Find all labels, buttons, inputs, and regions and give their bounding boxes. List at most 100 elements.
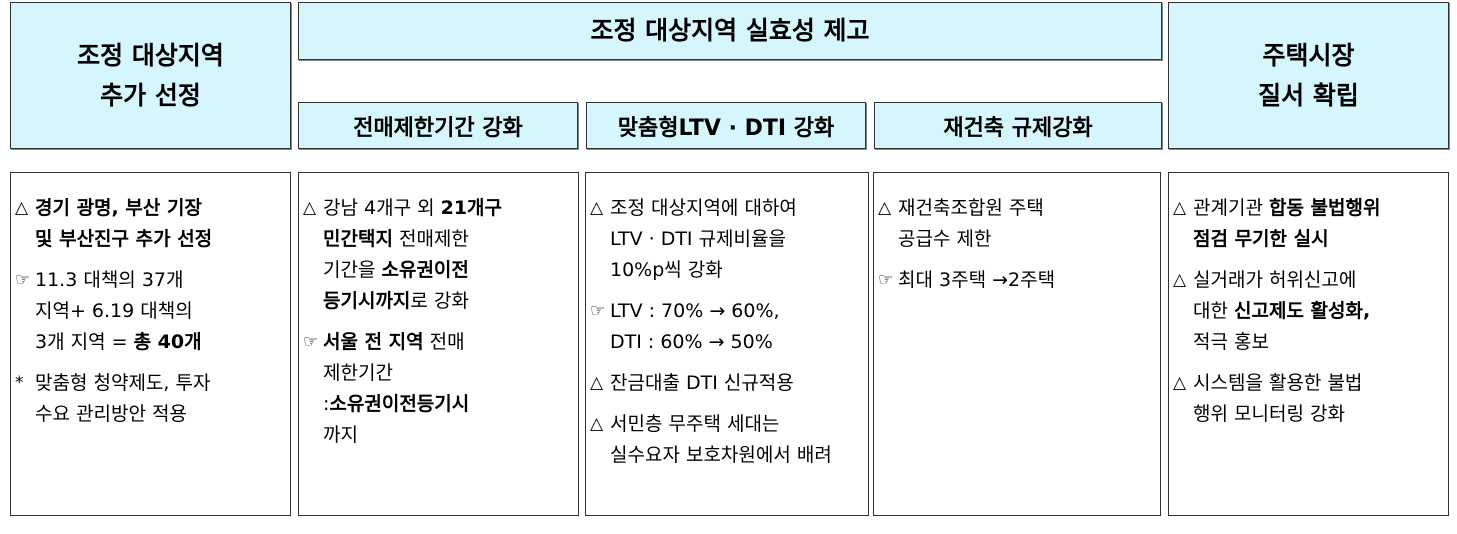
body-text: 3개 지역 = bbox=[35, 331, 134, 353]
body-text: 행위 모니터링 강화 bbox=[1193, 403, 1345, 425]
bullet-item: △ 잔금대출 DTI 신규적용 bbox=[590, 368, 864, 399]
text-line: 적극 홍보 bbox=[1193, 327, 1444, 358]
header-market-order: 주택시장 질서 확립 bbox=[1168, 2, 1449, 149]
bullet-item: ☞ LTV : 70% → 60%, DTI : 60% → 50% bbox=[590, 296, 864, 358]
body-text: 수요 관리방안 적용 bbox=[35, 403, 187, 425]
subheader-label: 전매제한기간 강화 bbox=[353, 115, 523, 141]
column-body-additional-designation: △ 경기 광명, 부산 기장 및 부산진구 추가 선정 ☞ 11.3 대책의 37개 지역… bbox=[10, 172, 291, 516]
emphasis-text: 소유권이전 bbox=[381, 259, 469, 281]
header-line: 질서 확립 bbox=[1258, 80, 1359, 110]
body-text: 공급수 제한 bbox=[898, 228, 992, 250]
text-line: 제한기간 bbox=[323, 358, 574, 389]
text-line: 실수요자 보호차원에서 배려 bbox=[610, 440, 864, 471]
triangle-bullet-icon: △ bbox=[1173, 198, 1187, 218]
triangle-bullet-icon: △ bbox=[590, 373, 604, 393]
text-line: 지역+ 6.19 대책의 bbox=[35, 296, 286, 327]
body-text: 서민층 무주택 세대는 bbox=[610, 413, 780, 435]
emphasis-text: 민간택지 bbox=[323, 228, 393, 250]
column-body-market-order: △ 관계기관 합동 불법행위 점검 무기한 실시 △ 실거래가 허위신고에 대한 신고제도… bbox=[1168, 172, 1449, 516]
body-text: 전매 bbox=[423, 331, 465, 353]
triangle-bullet-icon: △ bbox=[303, 198, 317, 218]
text-line: DTI : 60% → 50% bbox=[610, 327, 864, 358]
text-line: 수요 관리방안 적용 bbox=[35, 399, 286, 430]
body-text: 11.3 대책의 37개 bbox=[35, 269, 184, 291]
body-text: LTV : 70% → 60%, bbox=[610, 300, 780, 322]
subheader-resale-restriction: 전매제한기간 강화 bbox=[298, 102, 578, 149]
body-text: : bbox=[323, 393, 330, 415]
body-text: 관계기관 bbox=[1193, 197, 1269, 219]
pointing-hand-icon: ☞ bbox=[590, 301, 606, 321]
text-line: 점검 무기한 실시 bbox=[1193, 224, 1444, 255]
text-line: :소유권이전등기시 bbox=[323, 389, 574, 420]
text-line: 잔금대출 DTI 신규적용 bbox=[610, 368, 864, 399]
emphasis-text: 및 부산진구 추가 선정 bbox=[35, 228, 213, 250]
pointing-hand-icon: ☞ bbox=[15, 270, 31, 290]
text-line: 서민층 무주택 세대는 bbox=[610, 409, 864, 440]
emphasis-text: 경기 광명, 부산 기장 bbox=[35, 197, 202, 219]
bullet-item: △ 관계기관 합동 불법행위 점검 무기한 실시 bbox=[1173, 193, 1444, 255]
triangle-bullet-icon: △ bbox=[1173, 373, 1187, 393]
emphasis-text: 서울 전 지역 bbox=[323, 331, 424, 353]
header-banner-effectiveness: 조정 대상지역 실효성 제고 bbox=[298, 2, 1162, 60]
body-text: 로 강화 bbox=[410, 290, 469, 312]
column-body-resale-restriction: △ 강남 4개구 외 21개구 민간택지 전매제한 기간을 소유권이전 등기시까지로 강… bbox=[298, 172, 579, 516]
subheader-label: 재건축 규제강화 bbox=[943, 115, 1093, 141]
body-text: 실거래가 허위신고에 bbox=[1193, 269, 1357, 291]
text-line: 3개 지역 = 총 40개 bbox=[35, 327, 286, 358]
text-line: 대한 신고제도 활성화, bbox=[1193, 296, 1444, 327]
text-line: LTV · DTI 규제비율을 bbox=[610, 224, 864, 255]
text-line: 10%p씩 강화 bbox=[610, 255, 864, 286]
column-body-ltv-dti: △ 조정 대상지역에 대하여 LTV · DTI 규제비율을 10%p씩 강화 ☞ LTV… bbox=[585, 172, 869, 516]
subheader-reconstruction: 재건축 규제강화 bbox=[874, 102, 1162, 149]
text-line: 민간택지 전매제한 bbox=[323, 224, 574, 255]
emphasis-text: 등기시까지 bbox=[323, 290, 411, 312]
body-text: LTV · DTI 규제비율을 bbox=[610, 228, 786, 250]
text-line: 공급수 제한 bbox=[898, 224, 1156, 255]
header-line: 주택시장 bbox=[1262, 40, 1355, 70]
asterisk-icon: * bbox=[15, 373, 24, 393]
bullet-item: ☞ 서울 전 지역 전매 제한기간:소유권이전등기시 까지 bbox=[303, 327, 574, 451]
text-line: 까지 bbox=[323, 420, 574, 451]
triangle-bullet-icon: △ bbox=[590, 414, 604, 434]
body-text: 잔금대출 DTI 신규적용 bbox=[610, 372, 794, 394]
body-text: 강남 4개구 외 bbox=[323, 197, 441, 219]
text-line: 행위 모니터링 강화 bbox=[1193, 399, 1444, 430]
text-line: 실거래가 허위신고에 bbox=[1193, 265, 1444, 296]
pointing-hand-icon: ☞ bbox=[878, 270, 894, 290]
emphasis-text: 신고제도 활성화, bbox=[1234, 300, 1371, 322]
body-text: 시스템을 활용한 불법 bbox=[1193, 372, 1363, 394]
body-text: 실수요자 보호차원에서 배려 bbox=[610, 444, 832, 466]
triangle-bullet-icon: △ bbox=[878, 198, 892, 218]
body-text: 지역+ 6.19 대책의 bbox=[35, 300, 193, 322]
text-line: 기간을 소유권이전 bbox=[323, 255, 574, 286]
emphasis-text: 합동 불법행위 bbox=[1268, 197, 1381, 219]
body-text: 맞춤형 청약제도, 투자 bbox=[35, 372, 211, 394]
bullet-item: △ 조정 대상지역에 대하여 LTV · DTI 규제비율을 10%p씩 강화 bbox=[590, 193, 864, 286]
bullet-item: △ 경기 광명, 부산 기장 및 부산진구 추가 선정 bbox=[15, 193, 286, 255]
text-line: 11.3 대책의 37개 bbox=[35, 265, 286, 296]
text-line: 관계기관 합동 불법행위 bbox=[1193, 193, 1444, 224]
emphasis-text: 총 40개 bbox=[133, 331, 202, 353]
body-text: 제한기간 bbox=[323, 362, 393, 384]
text-line: 및 부산진구 추가 선정 bbox=[35, 224, 286, 255]
text-line: 조정 대상지역에 대하여 bbox=[610, 193, 864, 224]
body-text: 대한 bbox=[1193, 300, 1234, 322]
body-text: 전매제한 bbox=[392, 228, 469, 250]
text-line: 시스템을 활용한 불법 bbox=[1193, 368, 1444, 399]
text-line: LTV : 70% → 60%, bbox=[610, 296, 864, 327]
triangle-bullet-icon: △ bbox=[590, 198, 604, 218]
body-text: 조정 대상지역에 대하여 bbox=[610, 197, 797, 219]
subheader-ltv-dti: 맞춤형LTV · DTI 강화 bbox=[586, 102, 866, 149]
triangle-bullet-icon: △ bbox=[1173, 270, 1187, 290]
emphasis-text: 21개구 bbox=[440, 197, 503, 219]
header-line: 추가 선정 bbox=[100, 80, 201, 110]
body-text: 적극 홍보 bbox=[1193, 331, 1269, 353]
text-line: 재건축조합원 주택 bbox=[898, 193, 1156, 224]
banner-title: 조정 대상지역 실효성 제고 bbox=[590, 16, 870, 45]
text-line: 최대 3주택 →2주택 bbox=[898, 265, 1156, 296]
body-text: DTI : 60% → 50% bbox=[610, 331, 773, 353]
